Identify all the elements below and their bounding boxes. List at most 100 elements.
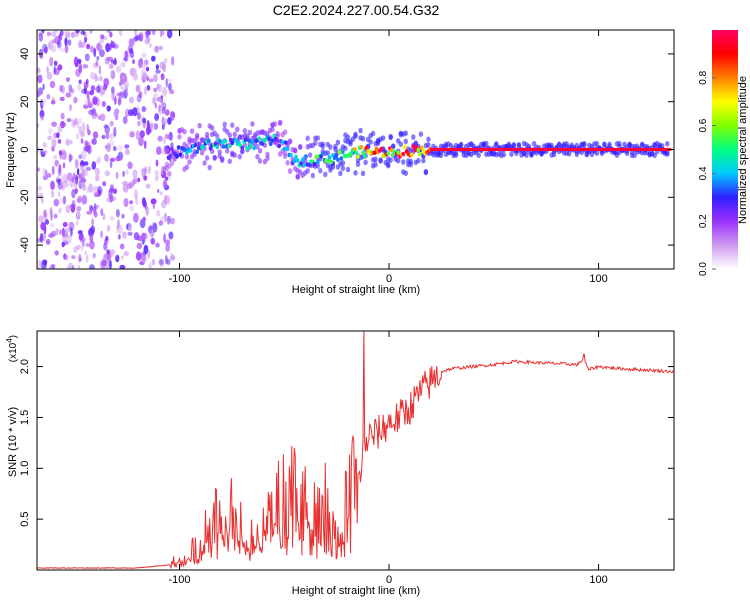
noise-blob bbox=[59, 229, 62, 236]
noise-blob bbox=[142, 106, 147, 111]
ridge-halo bbox=[250, 121, 255, 127]
ridge-halo bbox=[232, 152, 237, 158]
noise-blob bbox=[44, 169, 48, 177]
ridge-cell bbox=[215, 144, 219, 150]
ridge-halo bbox=[408, 161, 413, 168]
colorbar-tick-label: 0.4 bbox=[698, 166, 709, 180]
noise-blob bbox=[37, 167, 40, 172]
ridge-halo bbox=[526, 143, 532, 150]
noise-blob bbox=[88, 183, 93, 193]
noise-blob bbox=[119, 264, 126, 269]
noise-blob bbox=[76, 120, 80, 129]
snr-x-axis-label: Height of straight line (km) bbox=[292, 585, 420, 597]
ridge-cell bbox=[282, 146, 287, 152]
noise-blob bbox=[85, 242, 90, 248]
ridge-halo bbox=[494, 141, 499, 147]
noise-blob bbox=[113, 126, 117, 137]
noise-blob bbox=[125, 169, 129, 175]
ridge-halo bbox=[665, 149, 670, 156]
ridge-halo bbox=[197, 122, 202, 129]
spectrogram-x-tick-label: -100 bbox=[168, 273, 190, 285]
noise-blob bbox=[108, 63, 114, 70]
noise-blob bbox=[96, 42, 102, 52]
noise-blob bbox=[100, 113, 106, 122]
noise-blob bbox=[84, 251, 87, 256]
noise-blob bbox=[81, 236, 86, 242]
ridge-halo bbox=[335, 139, 341, 146]
noise-blob bbox=[50, 44, 57, 53]
noise-blob bbox=[137, 120, 141, 127]
noise-blob bbox=[100, 85, 106, 95]
noise-blob bbox=[42, 83, 45, 91]
noise-blob bbox=[154, 170, 159, 176]
noise-blob bbox=[55, 228, 59, 236]
noise-blob bbox=[101, 101, 106, 107]
noise-blob bbox=[49, 80, 56, 89]
noise-blob bbox=[87, 129, 91, 136]
noise-blob bbox=[59, 179, 64, 186]
noise-blob bbox=[82, 181, 86, 191]
ridge-halo bbox=[524, 152, 529, 158]
ridge-halo bbox=[396, 157, 401, 164]
noise-blob bbox=[75, 220, 79, 226]
noise-blob bbox=[100, 208, 104, 216]
noise-blob bbox=[157, 135, 163, 142]
noise-blob bbox=[103, 36, 107, 41]
ridge-halo bbox=[652, 152, 657, 159]
noise-blob bbox=[103, 78, 110, 87]
ridge-cell bbox=[418, 151, 422, 157]
ridge-halo bbox=[594, 150, 600, 156]
noise-blob bbox=[160, 73, 165, 81]
ridge-halo bbox=[277, 120, 283, 126]
noise-blob bbox=[61, 150, 67, 161]
ridge-cell bbox=[250, 139, 255, 144]
ridge-cell bbox=[389, 148, 394, 153]
noise-blob bbox=[151, 258, 156, 266]
noise-blob bbox=[168, 78, 172, 83]
noise-blob bbox=[75, 68, 81, 78]
noise-blob bbox=[68, 139, 73, 145]
noise-blob bbox=[41, 150, 48, 155]
noise-blob bbox=[129, 96, 134, 104]
ridge-halo bbox=[398, 141, 403, 147]
ridge-cell bbox=[396, 150, 401, 155]
noise-blob bbox=[142, 72, 148, 81]
noise-blob bbox=[168, 231, 174, 240]
ridge-cell bbox=[185, 150, 189, 155]
noise-blob bbox=[57, 178, 62, 186]
noise-blob bbox=[85, 145, 90, 153]
noise-blob bbox=[92, 206, 97, 215]
noise-blob bbox=[165, 239, 171, 246]
ridge-cell bbox=[314, 154, 318, 160]
noise-blob bbox=[71, 255, 76, 260]
ridge-halo bbox=[227, 132, 232, 138]
noise-blob bbox=[57, 139, 62, 144]
noise-blob bbox=[96, 56, 100, 61]
noise-blob bbox=[114, 57, 117, 66]
noise-blob bbox=[84, 53, 90, 62]
ridge-halo bbox=[177, 134, 182, 140]
noise-blob bbox=[75, 133, 80, 140]
ridge-halo bbox=[340, 165, 346, 172]
noise-blob bbox=[62, 173, 68, 184]
noise-blob bbox=[38, 33, 44, 42]
noise-blob bbox=[85, 254, 89, 263]
noise-blob bbox=[146, 66, 150, 72]
ridge-halo bbox=[348, 141, 353, 147]
ridge-cell bbox=[304, 154, 308, 159]
snr-y-axis-label: SNR (10 * v/v) bbox=[7, 407, 19, 477]
noise-blob bbox=[135, 130, 140, 140]
snr-scale-label: (x104) bbox=[5, 335, 19, 362]
snr-series-line bbox=[37, 331, 674, 570]
noise-blob bbox=[163, 233, 166, 244]
noise-blob bbox=[120, 243, 125, 250]
noise-blob bbox=[78, 179, 83, 190]
noise-blob bbox=[158, 45, 164, 51]
noise-blob bbox=[152, 222, 158, 233]
noise-blob bbox=[115, 228, 119, 234]
noise-blob bbox=[120, 85, 125, 90]
noise-blob bbox=[156, 83, 160, 91]
spectrogram-y-tick-label: -20 bbox=[19, 189, 31, 205]
snr-y-tick-label: 2.0 bbox=[19, 359, 31, 374]
noise-blob bbox=[74, 158, 79, 169]
